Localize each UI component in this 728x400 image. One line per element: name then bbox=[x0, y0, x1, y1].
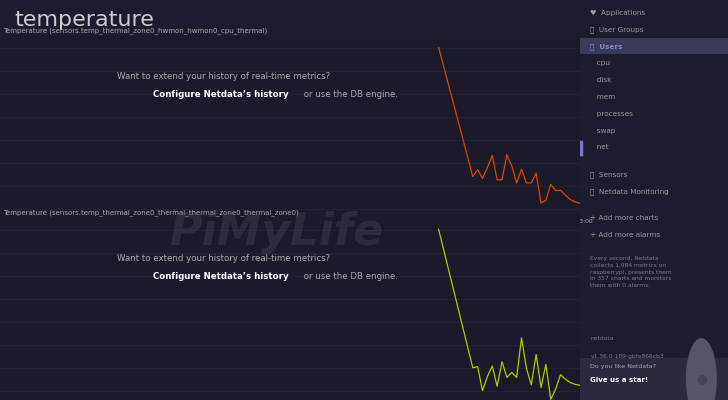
Text: net: net bbox=[590, 144, 609, 150]
Text: PiMyLife: PiMyLife bbox=[170, 210, 384, 254]
Text: ●: ● bbox=[696, 372, 707, 385]
Text: + Add more alarms: + Add more alarms bbox=[590, 232, 660, 238]
Text: 👥  Users: 👥 Users bbox=[590, 44, 622, 50]
Text: or use the DB engine.: or use the DB engine. bbox=[301, 272, 398, 281]
Text: swap: swap bbox=[590, 128, 616, 134]
Text: Configure Netdata’s history: Configure Netdata’s history bbox=[153, 90, 288, 99]
Text: Every second, Netdata
collects 1,984 metrics on
raspberrypi, presents them
in 35: Every second, Netdata collects 1,984 met… bbox=[590, 256, 672, 288]
Text: 📊  Netdata Monitoring: 📊 Netdata Monitoring bbox=[590, 188, 669, 195]
Text: Celsius: Celsius bbox=[3, 247, 30, 256]
Text: Want to extend your history of real-time metrics?: Want to extend your history of real-time… bbox=[116, 254, 330, 262]
Text: + Add more charts: + Add more charts bbox=[590, 215, 659, 221]
Text: Mon, 10 Oct 2022 | 23:33:24: Mon, 10 Oct 2022 | 23:33:24 bbox=[468, 247, 577, 256]
Text: 🌡  Sensors: 🌡 Sensors bbox=[590, 171, 628, 178]
Text: Temperature (sensors.temp_thermal_zone0_thermal_thermal_zone0_thermal_zone0): Temperature (sensors.temp_thermal_zone0_… bbox=[3, 210, 298, 216]
Text: Want to extend your history of real-time metrics?: Want to extend your history of real-time… bbox=[116, 72, 330, 80]
Text: or use the DB engine.: or use the DB engine. bbox=[301, 90, 398, 99]
Text: cpu: cpu bbox=[590, 60, 610, 66]
Text: mem: mem bbox=[590, 94, 616, 100]
Text: 👤  User Groups: 👤 User Groups bbox=[590, 27, 644, 34]
Text: Temperature (sensors.temp_thermal_zone0_hwmon_hwmon0_cpu_thermal): Temperature (sensors.temp_thermal_zone0_… bbox=[3, 28, 267, 34]
Text: netdata: netdata bbox=[590, 336, 614, 342]
Text: disk: disk bbox=[590, 77, 612, 83]
Text: Give us a star!: Give us a star! bbox=[590, 377, 649, 383]
Text: Do you like Netdata?: Do you like Netdata? bbox=[590, 364, 657, 369]
Text: temperature: temperature bbox=[15, 10, 154, 30]
Text: Configure Netdata’s history: Configure Netdata’s history bbox=[153, 272, 288, 281]
Text: v1.36.0-189-gbfe866cb3: v1.36.0-189-gbfe866cb3 bbox=[590, 354, 664, 360]
Bar bbox=[580, 358, 728, 400]
Legend: temp1  38.62: temp1 38.62 bbox=[4, 267, 67, 276]
Text: processes: processes bbox=[590, 111, 633, 117]
Bar bbox=[580, 38, 728, 54]
Text: ♥  Applications: ♥ Applications bbox=[590, 10, 646, 16]
Circle shape bbox=[687, 339, 716, 400]
